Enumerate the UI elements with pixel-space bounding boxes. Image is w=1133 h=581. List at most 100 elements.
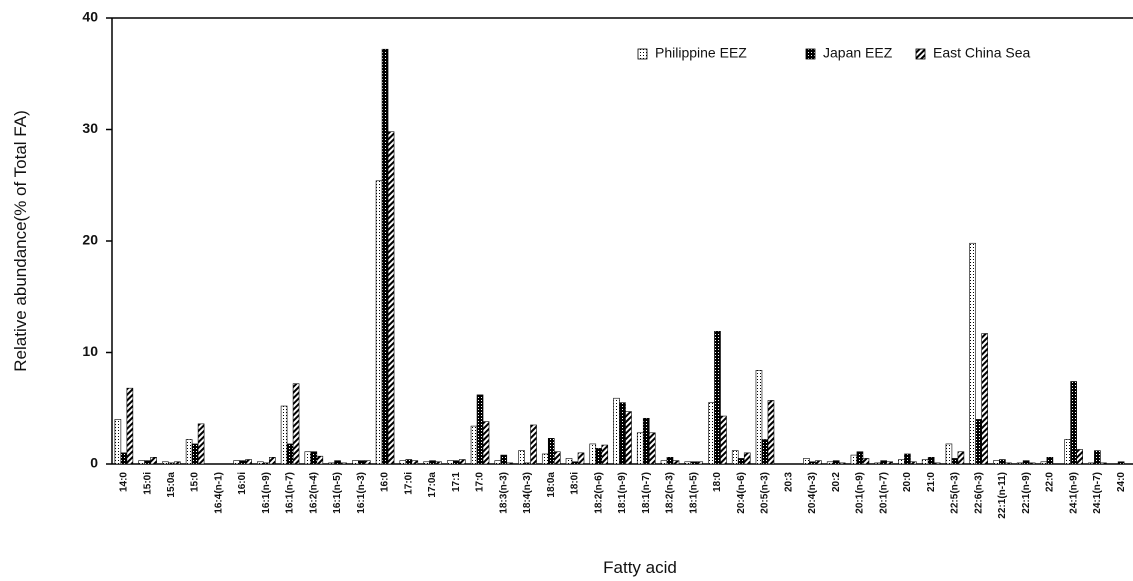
bar [720,415,727,465]
bar [826,461,834,465]
bar [975,419,982,465]
x-tick-label: 16:0 [380,472,391,492]
x-tick-label: 20:3 [783,472,794,492]
bar [387,131,395,465]
bar [809,461,816,465]
bar [547,438,555,465]
x-tick-label: 16:0i [237,472,248,495]
x-tick-label: 16:1(n-7) [285,472,296,514]
bar [458,459,466,465]
bar [500,454,508,465]
x-tick-label: 18:2(n-6) [593,472,604,514]
x-tick-label: 17:1 [451,472,462,492]
x-tick-label: 17:0 [475,472,486,492]
bar [340,462,347,465]
bar [625,411,632,465]
x-tick-label: 18:3(n-3) [498,472,509,514]
x-tick-label: 18:4(n-3) [522,472,533,514]
bar [185,439,193,465]
bar [666,457,674,465]
bar [880,460,887,465]
bar [1094,450,1101,465]
x-tick-label: 16:1(n-5) [332,472,343,514]
bar [328,462,335,465]
bar [411,460,419,465]
bar [1028,462,1036,465]
x-tick-label: 16:1(n-3) [356,472,367,514]
bar [399,460,407,465]
legend: Philippine EEZ Japan EEZ East China Sea [637,45,1030,61]
bar [375,180,383,465]
bar [803,458,810,465]
bar [233,460,240,465]
bar [874,462,881,465]
bar [269,457,276,465]
x-tick-label: 18:1(n-7) [641,472,652,514]
bar [168,462,175,465]
bar [761,439,769,465]
bar [506,462,514,465]
x-axis-title: Fatty acid [603,558,677,577]
bar [292,383,300,465]
bar [684,461,692,465]
bar [910,461,917,465]
x-tick-label: 18:2(n-3) [665,472,676,514]
bar [316,455,324,465]
x-tick-label: 20:4(n-6) [736,472,747,514]
bar [304,451,312,465]
x-tick-label: 17:0a [427,472,438,498]
x-tick-label: 15:0 [190,472,201,492]
bar [571,461,579,465]
bar [381,48,389,465]
x-tick-label: 22:1(n-11) [997,472,1008,519]
bar [524,462,531,465]
x-tick-label: 16:2(n-4) [308,472,319,514]
x-tick-label: 20:5(n-3) [760,472,771,514]
bar [1117,461,1125,465]
bar [476,394,484,465]
bar [239,460,246,465]
bar [435,461,442,465]
x-tick-label: 24:0 [1116,472,1127,492]
bar [144,460,151,465]
x-tick-label: 18:0 [712,472,723,492]
bar [257,461,264,465]
y-tick-label: 20 [82,232,98,248]
x-tick-label: 14:0 [119,472,130,492]
bar [162,461,169,465]
bar [423,461,430,465]
bar [708,402,715,465]
bar [191,443,199,465]
bar [690,461,698,465]
bar [126,387,134,465]
bar [1076,449,1083,465]
y-axis-title: Relative abundance(% of Total FA) [11,110,30,371]
bar [310,451,318,465]
bar [150,457,157,465]
bar [601,444,609,465]
bar [619,402,626,465]
y-tick-label: 40 [82,9,98,25]
x-tick-label: 21:0 [926,472,937,492]
x-tick-label: 16:4(n-1) [213,472,224,514]
bar [969,242,976,465]
x-tick-label: 20:0 [902,472,913,492]
y-tick-label: 10 [82,343,98,359]
bar [1064,439,1071,465]
bar [530,424,537,465]
x-tick-label: 15:0i [142,472,153,495]
x-tick-label: 18:1(n-9) [617,472,628,514]
bar [862,458,870,465]
bar [731,450,739,465]
x-tick-label: 22:1(n-9) [1021,472,1032,514]
bar [838,462,846,465]
bar [1046,457,1054,465]
bar [364,460,371,465]
bar [446,460,454,465]
bar [737,458,745,465]
bar [541,453,549,465]
bar [138,460,145,465]
bar [1070,381,1077,465]
bar [589,443,597,465]
bar [648,432,656,465]
